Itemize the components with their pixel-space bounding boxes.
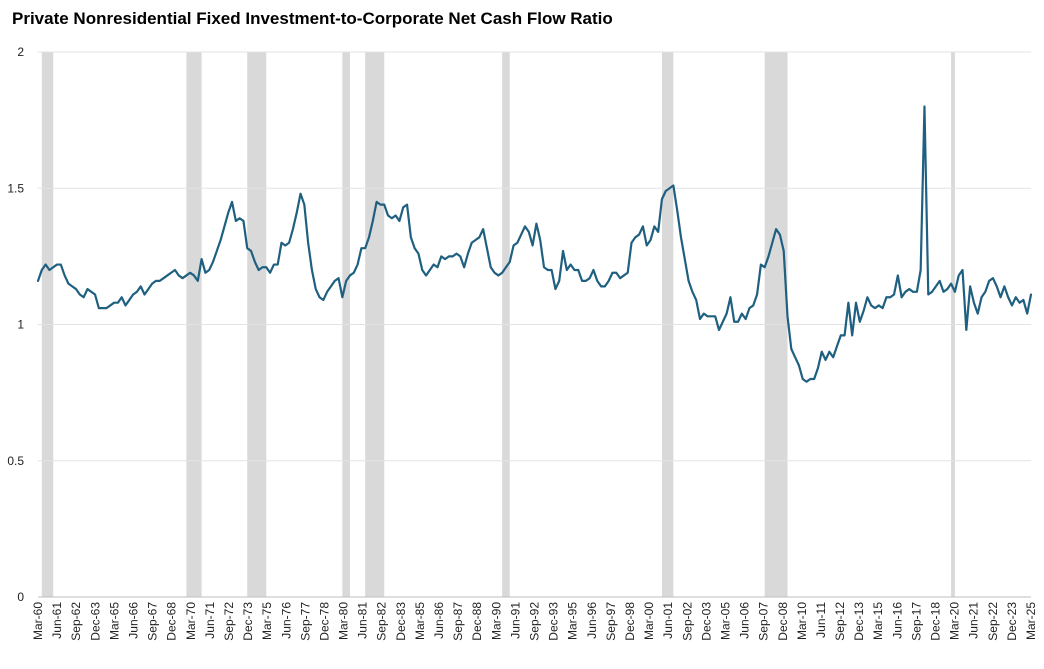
x-tick-label: Jun-71 xyxy=(203,602,217,639)
x-tick-label: Mar-65 xyxy=(107,602,121,640)
x-tick-label: Dec-63 xyxy=(88,602,102,641)
x-tick-label: Dec-78 xyxy=(317,602,331,641)
series xyxy=(36,105,1033,383)
x-tick-label: Sep-97 xyxy=(604,602,618,641)
y-tick-label: 0 xyxy=(17,590,24,604)
x-tick-label: Jun-61 xyxy=(50,602,64,639)
x-tick-label: Mar-10 xyxy=(795,602,809,640)
x-tick-label: Mar-75 xyxy=(260,602,274,640)
x-tick-label: Jun-66 xyxy=(127,602,141,639)
x-tick-label: Dec-68 xyxy=(165,602,179,641)
x-tick-label: Mar-15 xyxy=(871,602,885,640)
x-tick-label: Sep-12 xyxy=(833,602,847,641)
x-tick-label: Sep-77 xyxy=(298,602,312,641)
x-tick-label: Jun-76 xyxy=(279,602,293,639)
x-tick-label: Mar-95 xyxy=(566,602,580,640)
x-tick-label: Sep-87 xyxy=(451,602,465,641)
x-tick-label: Jun-96 xyxy=(585,602,599,639)
x-tick-label: Sep-82 xyxy=(375,602,389,641)
x-tick-label: Mar-70 xyxy=(184,602,198,640)
x-tick-label: Sep-22 xyxy=(986,602,1000,641)
x-tick-label: Jun-16 xyxy=(890,602,904,639)
series-line-0 xyxy=(36,105,1033,383)
x-tick-label: Dec-93 xyxy=(547,602,561,641)
x-tick-label: Sep-07 xyxy=(757,602,771,641)
x-tick-label: Jun-01 xyxy=(661,602,675,639)
x-tick-label: Dec-83 xyxy=(394,602,408,641)
x-tick-label: Mar-90 xyxy=(489,602,503,640)
x-tick-label: Sep-67 xyxy=(146,602,160,641)
y-axis: 0 0.5 1 1.5 2 xyxy=(7,45,24,604)
x-tick-label: Dec-08 xyxy=(776,602,790,641)
x-tick-label: Dec-88 xyxy=(470,602,484,641)
x-tick-label: Sep-02 xyxy=(680,602,694,641)
x-tick-label: Dec-03 xyxy=(699,602,713,641)
x-tick-label: Dec-23 xyxy=(1005,602,1019,641)
x-tick-label: Jun-06 xyxy=(738,602,752,639)
x-axis: Mar-60 Jun-61 Sep-62 Dec-63 Mar-65 Jun-66 Sep-… xyxy=(31,602,1038,641)
x-tick-label: Mar-85 xyxy=(413,602,427,640)
y-tick-label: 1 xyxy=(17,318,24,332)
x-tick-label: Dec-18 xyxy=(929,602,943,641)
x-tick-label: Jun-86 xyxy=(432,602,446,639)
y-tick-label: 2 xyxy=(17,45,24,59)
x-tick-label: Dec-13 xyxy=(852,602,866,641)
x-tick-label: Jun-21 xyxy=(967,602,981,639)
x-tick-label: Sep-72 xyxy=(222,602,236,641)
x-tick-label: Mar-80 xyxy=(337,602,351,640)
y-tick-label: 0.5 xyxy=(7,454,24,468)
x-tick-label: Jun-81 xyxy=(356,602,370,639)
x-tick-label: Sep-92 xyxy=(528,602,542,641)
x-tick-label: Mar-20 xyxy=(948,602,962,640)
x-tick-label: Sep-62 xyxy=(69,602,83,641)
x-tick-label: Dec-98 xyxy=(623,602,637,641)
chart-title: Private Nonresidential Fixed Investment-… xyxy=(12,9,613,28)
x-tick-label: Mar-00 xyxy=(642,602,656,640)
x-tick-label: Dec-73 xyxy=(241,602,255,641)
x-tick-label: Mar-60 xyxy=(31,602,45,640)
x-tick-label: Jun-11 xyxy=(814,602,828,638)
x-tick-label: Jun-91 xyxy=(508,602,522,639)
y-tick-label: 1.5 xyxy=(7,181,24,195)
x-tick-label: Mar-05 xyxy=(719,602,733,640)
x-tick-label: Mar-25 xyxy=(1024,602,1038,640)
x-tick-label: Sep-17 xyxy=(909,602,923,641)
gridlines xyxy=(38,51,1031,598)
